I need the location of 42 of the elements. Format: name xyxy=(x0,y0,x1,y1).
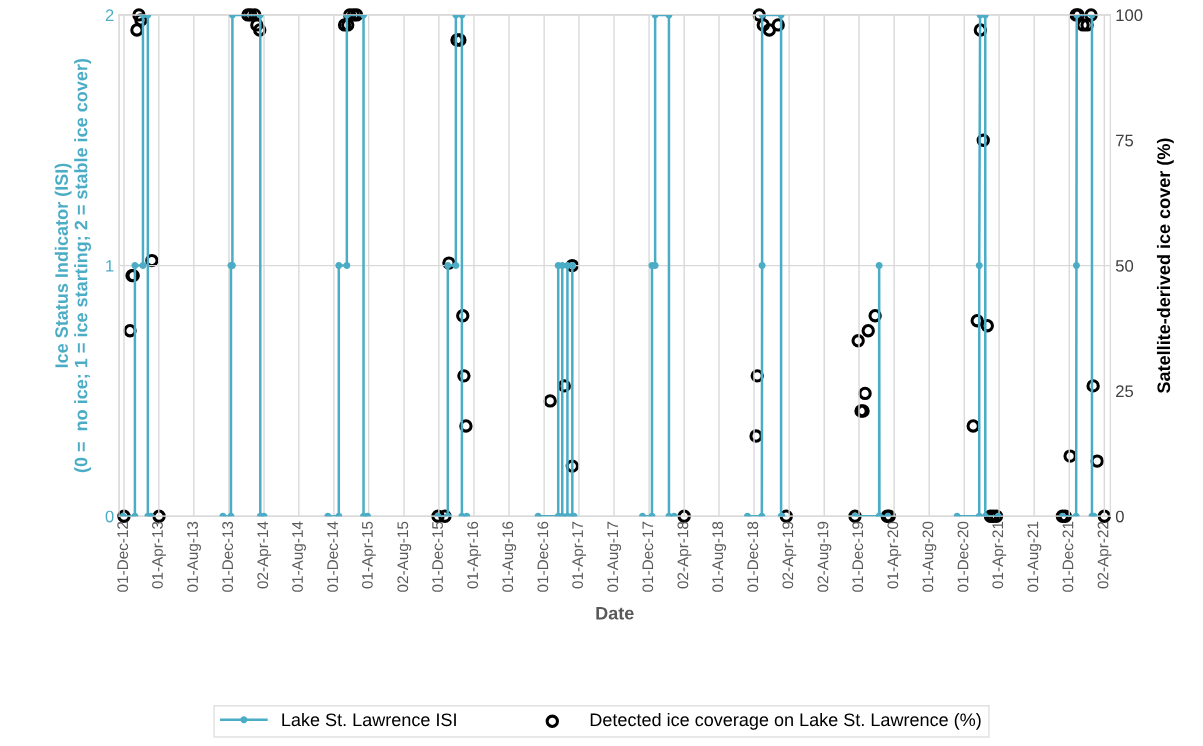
legend-label: Lake St. Lawrence ISI xyxy=(282,712,456,727)
y2-axis-title: Satellite-derived ice cover (%) xyxy=(1156,138,1174,393)
x-tick-label: 01-Apr-21 xyxy=(992,521,1007,589)
y-axis-title: Ice Status Indicator (ISI) (0 = no ice; 1 = ice starting; 2 = stable ice cover) xyxy=(54,58,92,473)
x-tick-label: 02-Aug-15 xyxy=(397,521,412,592)
x-tick-label: 01-Dec-19 xyxy=(852,521,864,592)
x-tick-label: 01-Aug-21 xyxy=(1027,521,1042,592)
x-tick-label: 01-Dec-17 xyxy=(642,521,654,592)
x-tick-label: 02-Apr-19 xyxy=(782,521,797,589)
y2-tick-label: 50 xyxy=(1115,259,1134,272)
legend-label: Detected ice coverage on Lake St. Lawrence (%) xyxy=(590,712,981,730)
y2-tick-label: 25 xyxy=(1116,385,1134,398)
y2-tick-label: 75 xyxy=(1116,134,1134,147)
x-tick-label: 01-Dec-13 xyxy=(222,521,234,592)
x-tick-label: 02-Apr-22 xyxy=(1097,521,1112,589)
x-tick-label: 01-Aug-20 xyxy=(922,521,937,592)
x-tick-label: 01-Aug-16 xyxy=(502,521,517,592)
x-tick-label: 01-Aug-17 xyxy=(607,521,622,592)
x-tick-label: 01-Dec-14 xyxy=(327,521,339,592)
x-tick-label: 01-Aug-13 xyxy=(187,521,201,592)
x-tick-label: 01-Apr-17 xyxy=(572,521,587,589)
x-tick-label: 01-Apr-20 xyxy=(887,521,902,589)
y2-tick-label: 0 xyxy=(1115,510,1124,523)
x-tick-label: 01-Apr-13 xyxy=(152,521,166,589)
x-tick-label: 01-Dec-15 xyxy=(432,521,443,592)
x-tick-label: 01-Dec-12 xyxy=(117,521,129,592)
y-tick-label: 0 xyxy=(105,510,114,523)
x-tick-label: 01-Apr-15 xyxy=(361,521,376,589)
y-tick-label: 2 xyxy=(105,9,114,21)
y2-tick-label: 100 xyxy=(1116,9,1143,22)
x-tick-label: 01-Dec-21 xyxy=(1062,521,1074,592)
x-tick-label: 01-Aug-14 xyxy=(292,521,306,592)
x-tick-label: 02-Apr-18 xyxy=(677,521,692,589)
x-tick-label: 01-Dec-16 xyxy=(537,521,549,592)
y-tick-label: 1 xyxy=(106,260,114,272)
x-tick-label: 01-Dec-20 xyxy=(957,521,969,592)
x-tick-label: 01-Apr-16 xyxy=(467,521,482,589)
x-tick-label: 01-Aug-18 xyxy=(712,521,727,592)
x-tick-label: 01-Dec-18 xyxy=(747,521,759,592)
x-axis-title: Date xyxy=(596,606,634,620)
x-tick-label: 02-Apr-14 xyxy=(257,521,272,589)
x-tick-label: 02-Aug-19 xyxy=(817,521,832,592)
